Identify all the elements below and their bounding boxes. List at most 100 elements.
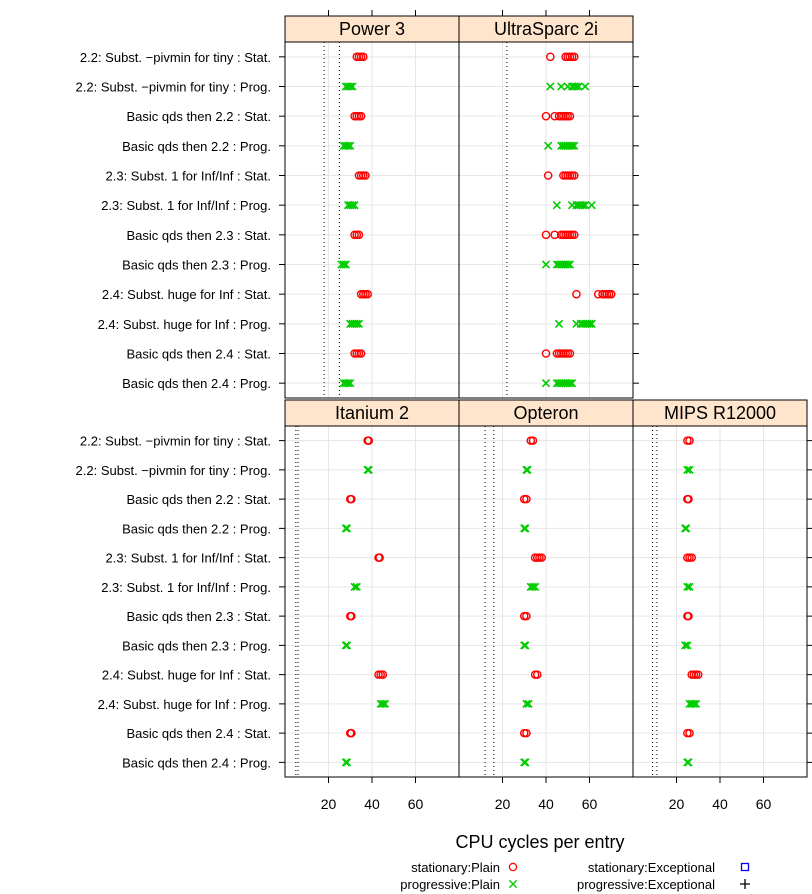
progressive-plain-point xyxy=(342,524,352,533)
stationary-plain-point xyxy=(546,52,555,62)
data-points xyxy=(337,52,703,767)
stationary-plain-point xyxy=(685,728,694,738)
progressive-plain-point xyxy=(685,465,694,475)
progressive-plain-point xyxy=(554,319,564,328)
panel-title: Itanium 2 xyxy=(335,403,409,423)
progressive-plain-point xyxy=(683,641,692,650)
stationary-plain-point xyxy=(541,230,551,240)
x-axis-label: CPU cycles per entry xyxy=(455,832,624,852)
y-tick-label: Basic qds then 2.4 : Stat. xyxy=(126,726,271,741)
progressive-plain-point xyxy=(521,524,530,533)
y-tick-label: 2.2: Subst. −pivmin for tiny : Stat. xyxy=(80,50,271,65)
x-tick-label: 40 xyxy=(712,796,728,812)
progressive-plain-point xyxy=(565,379,575,388)
progressive-plain-point xyxy=(691,699,701,709)
progressive-plain-point xyxy=(354,319,364,328)
x-tick-label: 60 xyxy=(756,796,772,812)
y-tick-label: 2.3: Subst. 1 for Inf/Inf : Stat. xyxy=(106,169,271,184)
x-tick-label: 60 xyxy=(408,796,424,812)
stationary-plain-point xyxy=(606,289,616,299)
legend: stationary:Plain stationary:Exceptional pr… xyxy=(400,860,750,892)
stationary-plain-point xyxy=(378,670,388,679)
legend-label: progressive:Plain xyxy=(400,877,500,892)
legend-x-marker xyxy=(508,879,518,889)
progressive-plain-point xyxy=(565,260,575,269)
y-tick-label: Basic qds then 2.2 : Stat. xyxy=(126,492,271,507)
y-tick-label: Basic qds then 2.3 : Stat. xyxy=(126,228,271,243)
stationary-plain-point xyxy=(533,670,542,679)
legend-plus-marker xyxy=(740,879,750,889)
stationary-plain-point xyxy=(347,494,356,504)
legend-label: stationary:Exceptional xyxy=(588,860,715,875)
progressive-plain-point xyxy=(689,699,699,709)
progressive-plain-point xyxy=(580,82,590,91)
progressive-plain-point xyxy=(570,141,579,150)
progressive-plain-point xyxy=(343,141,353,150)
y-tick-label: Basic qds then 2.2 : Prog. xyxy=(122,139,271,154)
progressive-plain-point xyxy=(587,319,596,328)
stationary-plain-point xyxy=(572,289,581,299)
panel-strip xyxy=(285,400,459,426)
axis-labels: 2.2: Subst. −pivmin for tiny : Stat. 2.2:… xyxy=(76,10,812,812)
y-tick-label: 2.3: Subst. 1 for Inf/Inf : Prog. xyxy=(101,198,271,213)
stationary-plain-point xyxy=(363,289,372,299)
legend-label: stationary:Plain xyxy=(411,860,500,875)
legend-label: progressive:Exceptional xyxy=(577,877,715,892)
progressive-plain-point xyxy=(350,201,359,210)
y-tick-label: 2.3: Subst. 1 for Inf/Inf : Prog. xyxy=(101,580,271,595)
panel-title: Opteron xyxy=(513,403,578,423)
reference-lines xyxy=(295,42,658,777)
x-tick-label: 20 xyxy=(321,796,337,812)
stationary-plain-point xyxy=(569,52,579,62)
stationary-plain-point xyxy=(543,171,553,180)
stationary-plain-point xyxy=(685,436,694,445)
panel-strip xyxy=(633,400,807,426)
progressive-plain-point xyxy=(523,465,532,475)
progressive-plain-point xyxy=(343,379,353,388)
progressive-plain-point xyxy=(364,465,373,475)
progressive-plain-point xyxy=(530,582,540,592)
stationary-plain-point xyxy=(361,171,370,180)
legend-circle-marker xyxy=(508,862,518,872)
progressive-plain-point xyxy=(348,201,357,210)
stationary-plain-point xyxy=(375,553,384,562)
stationary-plain-point xyxy=(347,728,356,738)
progressive-plain-point xyxy=(521,641,530,650)
y-tick-label: Basic qds then 2.3 : Prog. xyxy=(122,258,271,273)
progressive-plain-point xyxy=(346,82,355,91)
y-tick-label: Basic qds then 2.4 : Prog. xyxy=(122,376,271,391)
progressive-plain-point xyxy=(567,379,577,388)
progressive-plain-point xyxy=(341,260,351,269)
x-tick-label: 40 xyxy=(364,796,380,812)
panel-title: MIPS R12000 xyxy=(664,403,776,423)
progressive-plain-point xyxy=(546,82,555,91)
x-tick-label: 40 xyxy=(538,796,554,812)
y-tick-label: Basic qds then 2.3 : Stat. xyxy=(126,609,271,624)
y-tick-label: 2.2: Subst. −pivmin for tiny : Prog. xyxy=(76,80,271,95)
y-tick-label: 2.4: Subst. huge for Inf : Prog. xyxy=(98,697,271,712)
panel-strip xyxy=(285,16,459,42)
progressive-plain-point xyxy=(348,82,357,91)
panel-frames: Power 3 UltraSparc 2i Itanium 2 Opteron MIPS… xyxy=(284,15,808,778)
stationary-plain-point xyxy=(522,728,531,738)
stationary-plain-point xyxy=(522,611,531,621)
stationary-plain-point xyxy=(565,349,575,358)
y-tick-label: 2.2: Subst. −pivmin for tiny : Stat. xyxy=(80,434,271,449)
progressive-plain-point xyxy=(528,582,538,592)
progressive-plain-point xyxy=(682,524,691,533)
stationary-plain-point xyxy=(528,436,538,445)
progressive-plain-point xyxy=(346,141,355,150)
x-tick-label: 20 xyxy=(495,796,511,812)
stationary-plain-point xyxy=(569,171,579,180)
progressive-plain-point xyxy=(563,260,572,269)
progressive-plain-point xyxy=(557,82,566,91)
progressive-plain-point xyxy=(541,260,551,269)
y-tick-label: 2.4: Subst. huge for Inf : Stat. xyxy=(102,668,271,683)
stationary-plain-point xyxy=(356,349,366,358)
progressive-plain-point xyxy=(683,465,692,475)
x-tick-label: 20 xyxy=(669,796,685,812)
y-tick-label: 2.3: Subst. 1 for Inf/Inf : Stat. xyxy=(106,551,271,566)
stationary-plain-point xyxy=(354,230,364,240)
stationary-plain-point xyxy=(684,494,693,504)
progressive-plain-point xyxy=(342,758,352,767)
